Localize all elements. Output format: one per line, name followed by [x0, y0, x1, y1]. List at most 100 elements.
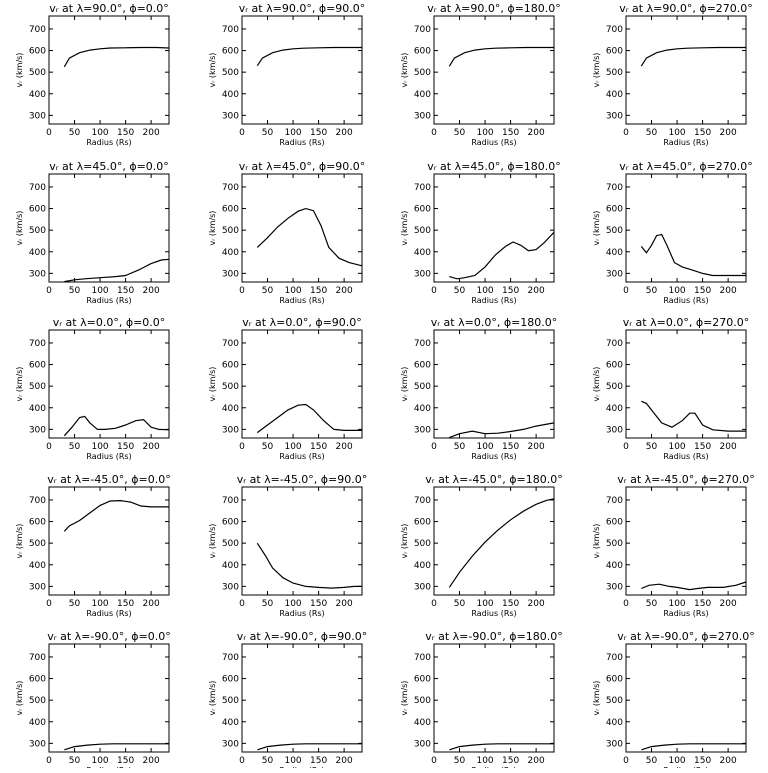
- x-tick-label: 50: [454, 756, 466, 766]
- y-axis-title: vᵣ (km/s): [400, 681, 409, 716]
- x-tick-label: 100: [476, 286, 493, 296]
- x-tick-label: 150: [310, 599, 327, 609]
- y-tick-label: 600: [414, 47, 431, 57]
- y-tick-label: 600: [414, 361, 431, 371]
- x-tick-label: 0: [431, 286, 437, 296]
- y-tick-label: 400: [29, 718, 46, 728]
- y-tick-label: 300: [606, 269, 623, 279]
- y-tick-label: 400: [606, 90, 623, 100]
- y-tick-label: 700: [414, 339, 431, 349]
- x-axis-title: Radius (Rs): [86, 138, 131, 147]
- x-tick-label: 100: [91, 756, 108, 766]
- y-tick-label: 600: [414, 675, 431, 685]
- x-axis-title: Radius (Rs): [86, 609, 131, 618]
- y-tick-label: 400: [606, 248, 623, 258]
- y-axis-title: vᵣ (km/s): [15, 367, 24, 402]
- y-tick-label: 500: [29, 226, 46, 236]
- x-tick-label: 150: [117, 286, 134, 296]
- y-tick-label: 600: [29, 675, 46, 685]
- x-tick-label: 0: [431, 599, 437, 609]
- y-tick-label: 600: [606, 675, 623, 685]
- y-axis-title: vᵣ (km/s): [400, 211, 409, 246]
- x-tick-label: 150: [694, 286, 711, 296]
- panel-16: vᵣ at λ=-45.0°, ϕ=270.0° 0 50 100 150 200 300 4…: [592, 473, 755, 618]
- series-line: [640, 233, 746, 277]
- y-tick-label: 700: [606, 25, 623, 35]
- x-axis-title: Radius (Rs): [663, 452, 708, 461]
- y-tick-label: 600: [606, 361, 623, 371]
- x-axis-title: Radius (Rs): [663, 609, 708, 618]
- series-line: [448, 46, 554, 67]
- y-tick-label: 600: [222, 675, 239, 685]
- y-tick-label: 600: [29, 361, 46, 371]
- y-tick-label: 400: [29, 561, 46, 571]
- y-tick-label: 500: [606, 696, 623, 706]
- y-tick-label: 500: [606, 539, 623, 549]
- y-tick-label: 500: [29, 68, 46, 78]
- panel-1: vᵣ at λ=90.0°, ϕ=0.0° 0 50 100 150 200 300 400 5…: [15, 2, 170, 147]
- y-tick-label: 400: [414, 404, 431, 414]
- y-tick-label: 300: [606, 425, 623, 435]
- plot-frame: [48, 329, 170, 439]
- x-tick-label: 50: [646, 756, 658, 766]
- y-tick-label: 500: [222, 539, 239, 549]
- x-tick-label: 200: [336, 442, 353, 452]
- panel-title: vᵣ at λ=45.0°, ϕ=90.0°: [239, 160, 366, 173]
- x-tick-label: 200: [143, 599, 160, 609]
- panel-2: vᵣ at λ=90.0°, ϕ=90.0° 0 50 100 150 200 300 400…: [208, 2, 365, 147]
- series-line: [449, 422, 555, 439]
- plot-frame: [241, 486, 363, 596]
- plot-frame: [48, 173, 170, 283]
- panel-10: vᵣ at λ=0.0°, ϕ=90.0° 0 50 100 150 200 300 400 5…: [208, 316, 363, 461]
- x-tick-label: 100: [668, 599, 685, 609]
- x-tick-label: 100: [91, 286, 108, 296]
- x-tick-label: 100: [284, 756, 301, 766]
- x-tick-label: 200: [528, 286, 545, 296]
- y-tick-label: 300: [222, 425, 239, 435]
- y-tick-label: 300: [29, 425, 46, 435]
- x-tick-label: 200: [528, 756, 545, 766]
- y-tick-label: 400: [29, 248, 46, 258]
- x-tick-label: 100: [91, 442, 108, 452]
- x-tick-label: 50: [646, 128, 658, 138]
- y-tick-label: 600: [29, 518, 46, 528]
- panel-9: vᵣ at λ=0.0°, ϕ=0.0° 0 50 100 150 200 300 400 50…: [15, 316, 170, 461]
- panel-6: vᵣ at λ=45.0°, ϕ=90.0° 0 50 100 150 200 300 400…: [208, 160, 365, 305]
- x-tick-label: 150: [694, 128, 711, 138]
- plot-frame: [625, 15, 747, 125]
- y-tick-label: 300: [222, 739, 239, 749]
- series-line: [64, 743, 169, 751]
- y-tick-label: 600: [414, 518, 431, 528]
- x-tick-label: 200: [528, 442, 545, 452]
- y-tick-label: 400: [222, 248, 239, 258]
- x-axis-title: Radius (Rs): [471, 138, 516, 147]
- panel-title: vᵣ at λ=90.0°, ϕ=180.0°: [427, 2, 561, 15]
- panel-19: vᵣ at λ=-90.0°, ϕ=180.0° 0 50 100 150 200 300 4…: [400, 630, 563, 773]
- y-axis-title: vᵣ (km/s): [15, 53, 24, 88]
- panel-20: vᵣ at λ=-90.0°, ϕ=270.0° 0 50 100 150 200 300 4…: [592, 630, 755, 773]
- x-tick-label: 100: [284, 286, 301, 296]
- x-axis-title: Radius (Rs): [663, 138, 708, 147]
- x-tick-label: 100: [668, 442, 685, 452]
- panel-title: vᵣ at λ=-90.0°, ϕ=0.0°: [47, 630, 171, 643]
- y-tick-label: 500: [222, 226, 239, 236]
- y-axis-title: vᵣ (km/s): [592, 524, 601, 559]
- plot-frame: [48, 486, 170, 596]
- y-tick-label: 400: [606, 404, 623, 414]
- y-tick-label: 600: [606, 47, 623, 57]
- x-tick-label: 50: [262, 128, 274, 138]
- x-tick-label: 200: [143, 128, 160, 138]
- x-tick-label: 50: [69, 286, 81, 296]
- panel-14: vᵣ at λ=-45.0°, ϕ=90.0° 0 50 100 150 200 300 40…: [208, 473, 367, 618]
- x-tick-label: 200: [720, 756, 737, 766]
- y-tick-label: 300: [222, 111, 239, 121]
- x-tick-label: 150: [502, 286, 519, 296]
- x-axis-title: Radius (Rs): [279, 452, 324, 461]
- y-axis-title: vᵣ (km/s): [208, 524, 217, 559]
- plot-frame: [625, 486, 747, 596]
- x-tick-label: 150: [502, 442, 519, 452]
- x-tick-label: 50: [646, 286, 658, 296]
- y-tick-label: 700: [29, 183, 46, 193]
- y-tick-label: 300: [414, 111, 431, 121]
- plot-frame: [433, 643, 555, 753]
